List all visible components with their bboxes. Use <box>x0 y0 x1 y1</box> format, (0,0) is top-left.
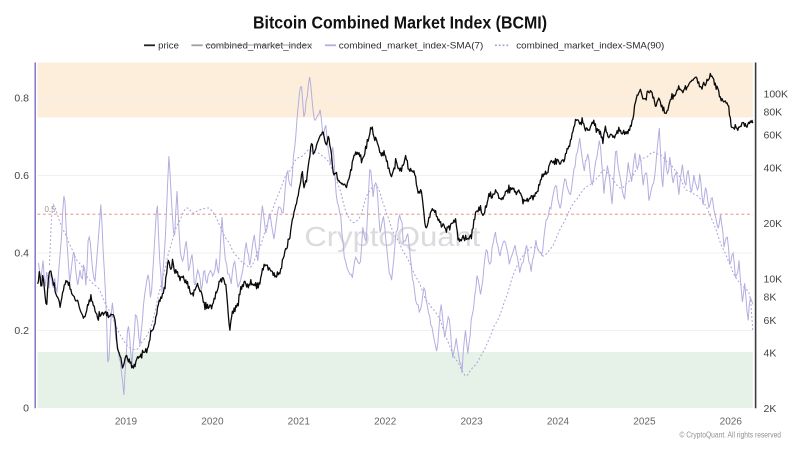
svg-text:40K: 40K <box>764 162 783 174</box>
svg-text:0.2: 0.2 <box>14 325 29 337</box>
svg-text:CryptoQuant: CryptoQuant <box>304 221 480 252</box>
svg-text:2026: 2026 <box>720 417 743 428</box>
svg-text:0.6: 0.6 <box>14 170 29 182</box>
svg-text:80K: 80K <box>764 107 783 119</box>
svg-text:0.4: 0.4 <box>14 248 29 260</box>
svg-text:0: 0 <box>23 403 29 415</box>
svg-text:2020: 2020 <box>201 417 224 428</box>
svg-text:2024: 2024 <box>547 417 570 428</box>
svg-text:10K: 10K <box>764 274 783 286</box>
svg-text:0.5: 0.5 <box>45 205 57 214</box>
svg-text:price: price <box>158 41 179 52</box>
svg-text:combined_market_index-SMA(90): combined_market_index-SMA(90) <box>516 41 664 52</box>
svg-text:combined_market_index-SMA(7): combined_market_index-SMA(7) <box>339 41 484 52</box>
svg-text:60K: 60K <box>764 130 783 142</box>
svg-text:2K: 2K <box>764 403 777 415</box>
svg-text:2019: 2019 <box>115 417 138 428</box>
svg-text:2023: 2023 <box>460 417 483 428</box>
svg-text:2021: 2021 <box>288 417 311 428</box>
svg-text:100K: 100K <box>764 89 789 101</box>
svg-text:2022: 2022 <box>374 417 397 428</box>
svg-text:4K: 4K <box>764 347 777 359</box>
svg-text:Bitcoin Combined Market Index: Bitcoin Combined Market Index (BCMI) <box>253 13 547 33</box>
svg-text:20K: 20K <box>764 218 783 230</box>
svg-text:0.8: 0.8 <box>14 93 29 105</box>
svg-text:6K: 6K <box>764 315 777 327</box>
svg-text:combined_market_index: combined_market_index <box>206 41 313 52</box>
svg-text:2025: 2025 <box>633 417 656 428</box>
svg-text:© CryptoQuant. All rights rese: © CryptoQuant. All rights reserved <box>680 431 782 440</box>
svg-text:8K: 8K <box>764 292 777 304</box>
